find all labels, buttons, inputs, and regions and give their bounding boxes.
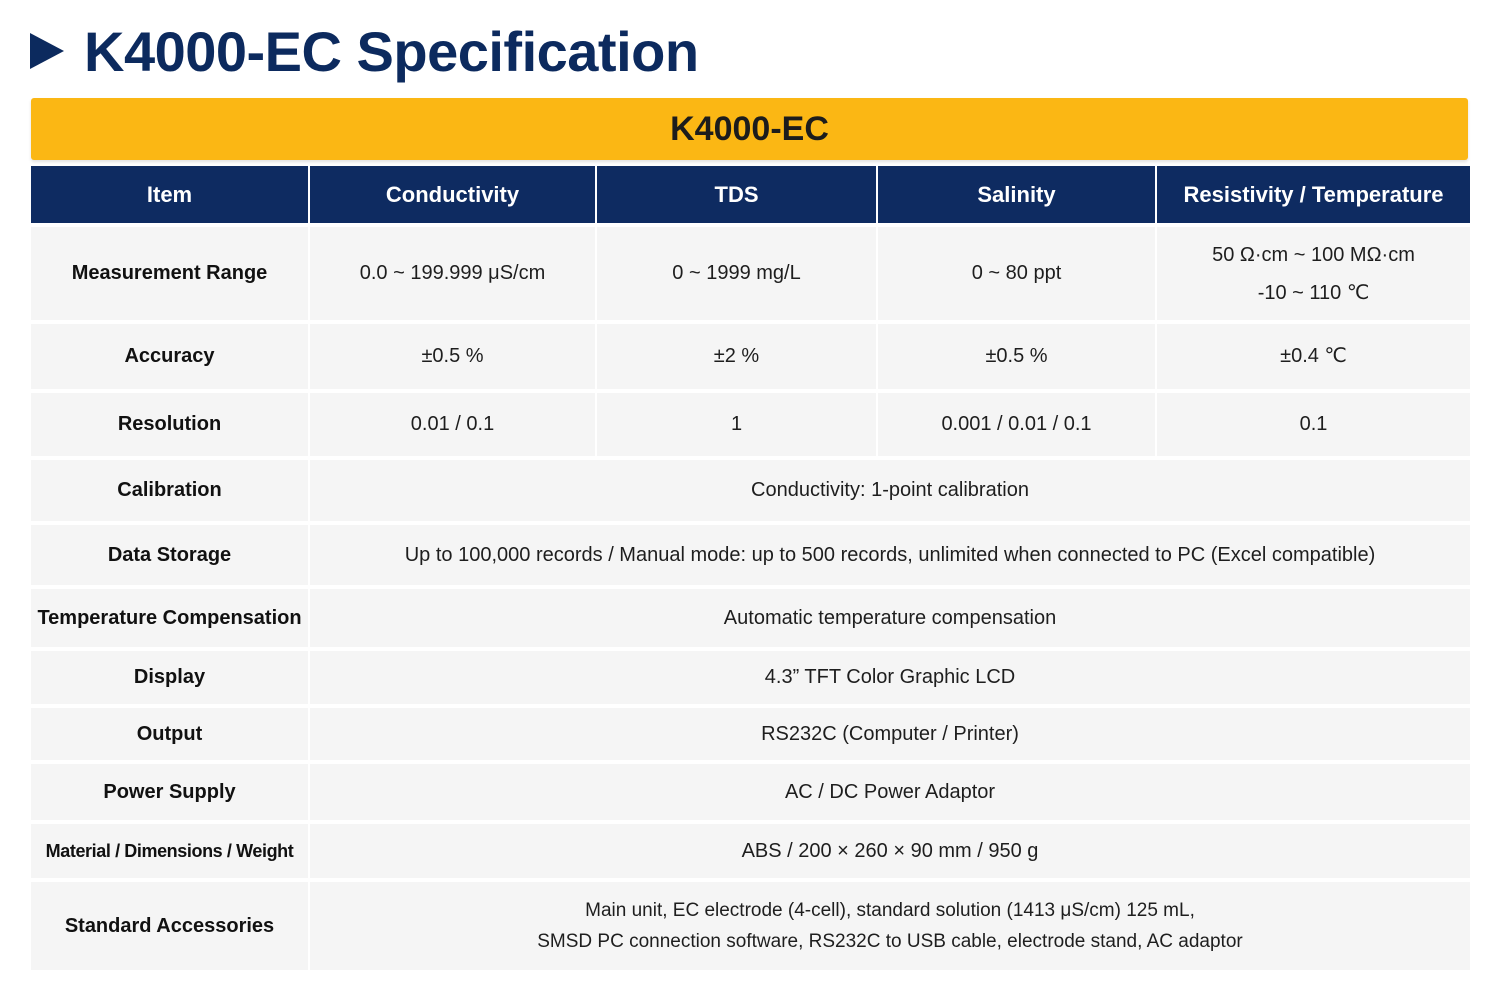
model-banner: K4000-EC	[31, 98, 1468, 160]
header-tds: TDS	[597, 166, 876, 223]
accuracy-salinity: ±0.5 %	[878, 324, 1155, 389]
row-label-calibration: Calibration	[31, 460, 308, 521]
page-title: K4000-EC Specification	[84, 19, 699, 83]
standard-accessories-line-2: SMSD PC connection software, RS232C to U…	[537, 931, 1243, 952]
header-resistivity-temperature: Resistivity / Temperature	[1157, 166, 1470, 223]
row-label-data-storage: Data Storage	[31, 525, 308, 585]
temperature-compensation-value: Automatic temperature compensation	[310, 589, 1470, 647]
resolution-tds: 1	[597, 393, 876, 456]
material-value: ABS / 200 × 260 × 90 mm / 950 g	[310, 824, 1470, 878]
row-label-accuracy: Accuracy	[31, 324, 308, 389]
row-label-output: Output	[31, 708, 308, 760]
accuracy-conductivity: ±0.5 %	[310, 324, 595, 389]
measurement-range-resistivity-temperature: 50 Ω·cm ~ 100 MΩ·cm -10 ~ 110 ℃	[1157, 227, 1470, 320]
measurement-range-resistivity: 50 Ω·cm ~ 100 MΩ·cm	[1212, 243, 1415, 266]
header-salinity: Salinity	[878, 166, 1155, 223]
row-label-resolution: Resolution	[31, 393, 308, 456]
row-label-power-supply: Power Supply	[31, 764, 308, 820]
measurement-range-temperature: -10 ~ 110 ℃	[1257, 281, 1370, 304]
title-row: K4000-EC Specification	[30, 18, 699, 84]
triangle-bullet-icon	[30, 33, 64, 69]
output-value: RS232C (Computer / Printer)	[310, 708, 1470, 760]
power-supply-value: AC / DC Power Adaptor	[310, 764, 1470, 820]
row-label-display: Display	[31, 651, 308, 704]
calibration-value: Conductivity: 1-point calibration	[310, 460, 1470, 521]
resolution-resistivity-temperature: 0.1	[1157, 393, 1470, 456]
row-label-standard-accessories: Standard Accessories	[31, 882, 308, 970]
spec-table: Item Conductivity TDS Salinity Resistivi…	[31, 166, 1470, 970]
measurement-range-conductivity: 0.0 ~ 199.999 μS/cm	[310, 227, 595, 320]
display-value: 4.3” TFT Color Graphic LCD	[310, 651, 1470, 704]
standard-accessories-line-1: Main unit, EC electrode (4-cell), standa…	[585, 899, 1195, 921]
standard-accessories-value: Main unit, EC electrode (4-cell), standa…	[310, 882, 1470, 970]
row-label-measurement-range: Measurement Range	[31, 227, 308, 320]
measurement-range-salinity: 0 ~ 80 ppt	[878, 227, 1155, 320]
row-label-material: Material / Dimensions / Weight	[31, 824, 308, 878]
header-conductivity: Conductivity	[310, 166, 595, 223]
resolution-salinity: 0.001 / 0.01 / 0.1	[878, 393, 1155, 456]
accuracy-resistivity-temperature: ±0.4 ℃	[1157, 324, 1470, 389]
resolution-conductivity: 0.01 / 0.1	[310, 393, 595, 456]
measurement-range-tds: 0 ~ 1999 mg/L	[597, 227, 876, 320]
header-item: Item	[31, 166, 308, 223]
accuracy-tds: ±2 %	[597, 324, 876, 389]
data-storage-value: Up to 100,000 records / Manual mode: up …	[310, 525, 1470, 585]
row-label-temperature-compensation: Temperature Compensation	[31, 589, 308, 647]
